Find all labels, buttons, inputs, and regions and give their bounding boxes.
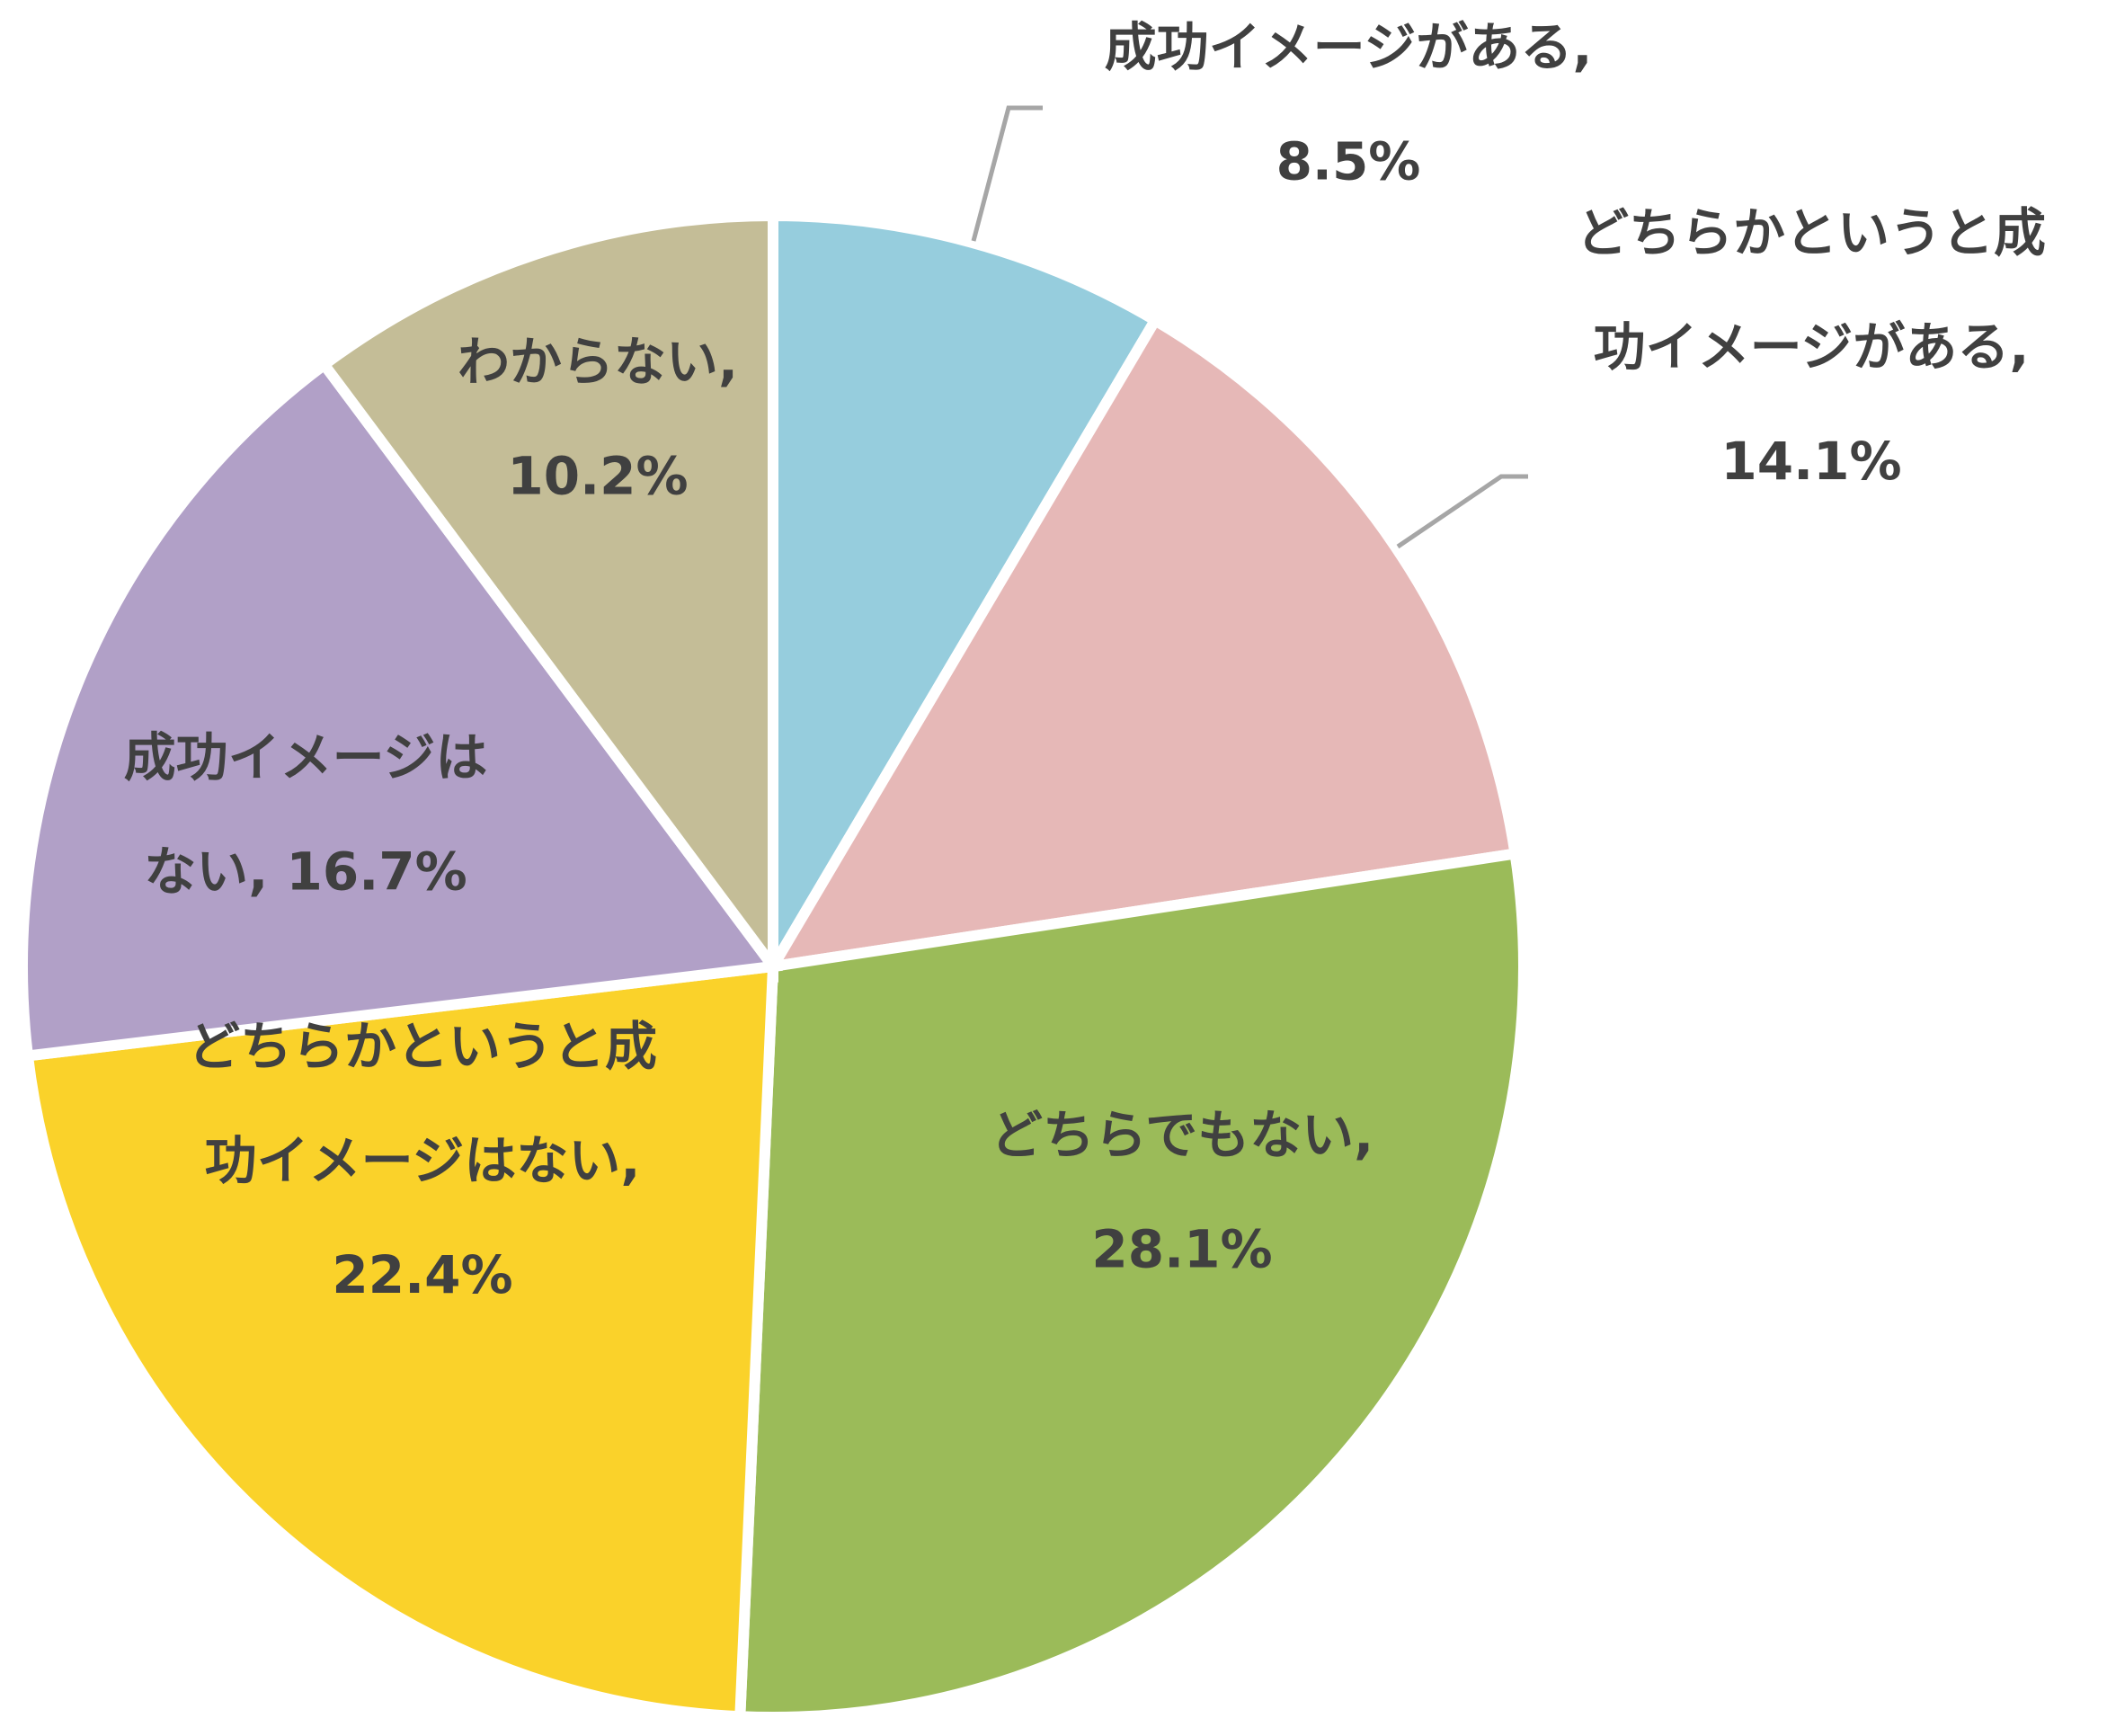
pie-slice-6 (316, 209, 778, 984)
data-label-6-line-1: わからない, (458, 332, 738, 393)
data-label-2-line-2: 功イメージがある, (1594, 316, 2030, 378)
data-label-6: わからない, 10.2% (458, 332, 738, 507)
data-label-1: 成功イメージがある, 8.5% (1105, 17, 1593, 192)
data-label-6-line-2: 10.2% (507, 446, 688, 507)
data-labels: 成功イメージがある, 8.5%どちらかというと成功イメージがある, 14.1%どちら… (124, 17, 2046, 1306)
pie-slice-4 (22, 960, 779, 1723)
data-label-1-line-2: 8.5% (1276, 131, 1421, 192)
data-label-4-line-1: どちらかというと成 (188, 1016, 657, 1077)
data-label-1-line-1: 成功イメージがある, (1105, 17, 1593, 78)
pie-slice-1 (768, 209, 1163, 986)
data-label-5-line-2: ない, 16.7% (144, 841, 467, 903)
leader-lines (971, 105, 1528, 549)
data-label-3: どちらでもない, 28.1% (991, 1105, 1374, 1280)
leader-line-1 (971, 105, 1043, 242)
data-label-4: どちらかというと成功イメージはない, 22.4% (188, 1016, 657, 1305)
data-label-2-line-1: どちらかというと成 (1577, 202, 2046, 263)
pie-slice-5 (17, 357, 784, 1063)
data-label-3-line-1: どちらでもない, (991, 1105, 1374, 1166)
data-label-5-line-1: 成功イメージは (124, 727, 488, 788)
data-label-4-line-2: 功イメージはない, (205, 1130, 641, 1191)
data-label-5: 成功イメージはない, 16.7% (124, 727, 488, 903)
pie-slice-2 (762, 313, 1522, 974)
data-label-3-line-2: 28.1% (1091, 1219, 1272, 1280)
pie-slices (17, 209, 1529, 1723)
data-label-2: どちらかというと成功イメージがある, 14.1% (1577, 202, 2046, 492)
pie-slice-3 (734, 847, 1529, 1723)
leader-line-2 (1396, 474, 1528, 549)
data-label-2-line-3: 14.1% (1720, 431, 1901, 492)
data-label-4-line-3: 22.4% (332, 1244, 512, 1305)
